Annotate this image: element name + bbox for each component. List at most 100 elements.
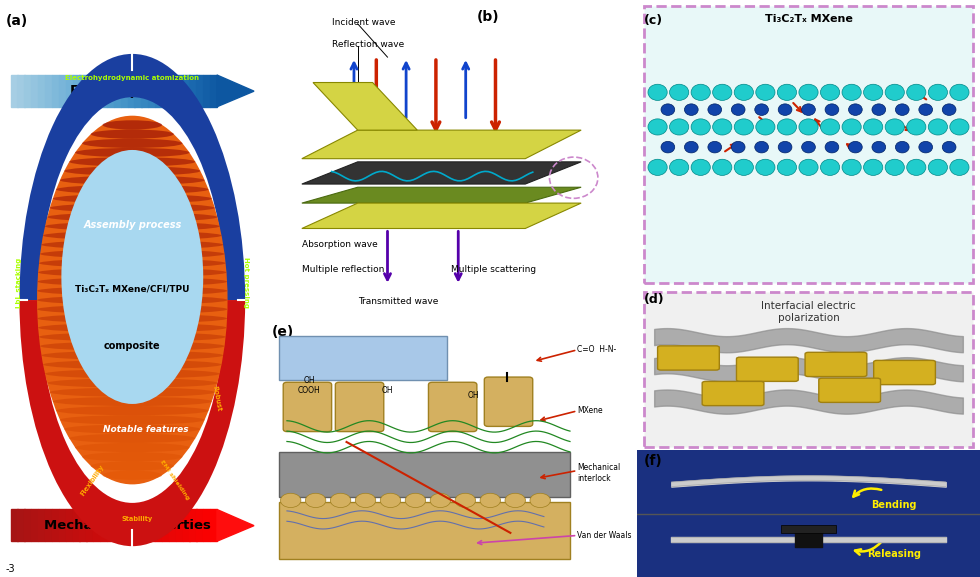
Circle shape (928, 159, 948, 175)
Text: LbL stacking: LbL stacking (16, 257, 22, 308)
Circle shape (756, 159, 775, 175)
Circle shape (885, 84, 905, 100)
Circle shape (872, 141, 886, 153)
Text: Electrohydrodynamic atomization: Electrohydrodynamic atomization (66, 75, 199, 81)
Bar (203, 75, 211, 107)
Bar (196, 75, 204, 107)
Bar (114, 75, 121, 107)
Circle shape (906, 84, 926, 100)
Ellipse shape (37, 305, 227, 314)
Circle shape (849, 104, 862, 115)
Circle shape (842, 159, 861, 175)
Circle shape (919, 104, 933, 115)
Text: Incident wave: Incident wave (331, 18, 395, 27)
Bar (169, 509, 176, 541)
FancyBboxPatch shape (484, 377, 533, 426)
Text: Robust: Robust (212, 385, 222, 411)
Polygon shape (302, 203, 581, 228)
Text: composite: composite (104, 341, 161, 351)
Text: OH: OH (381, 385, 393, 395)
Polygon shape (217, 75, 254, 107)
Circle shape (669, 84, 689, 100)
Circle shape (919, 141, 933, 153)
Ellipse shape (43, 360, 221, 369)
Bar (59, 509, 66, 541)
Bar (175, 509, 183, 541)
Circle shape (778, 141, 792, 153)
Ellipse shape (56, 185, 209, 194)
Bar (121, 509, 127, 541)
Circle shape (842, 84, 861, 100)
Text: (e): (e) (272, 325, 294, 339)
Bar (148, 509, 155, 541)
Circle shape (777, 119, 797, 135)
Text: COOH: COOH (298, 385, 320, 395)
Bar (31, 509, 38, 541)
Circle shape (708, 104, 721, 115)
Text: EMI shielding: EMI shielding (159, 459, 190, 501)
Circle shape (872, 104, 886, 115)
FancyBboxPatch shape (644, 292, 973, 447)
Ellipse shape (75, 443, 189, 452)
Bar (79, 509, 86, 541)
Text: (a): (a) (5, 14, 27, 28)
Bar (141, 75, 148, 107)
Bar (52, 509, 59, 541)
Ellipse shape (82, 138, 182, 148)
Circle shape (825, 141, 839, 153)
Circle shape (661, 141, 674, 153)
Bar (79, 75, 86, 107)
Ellipse shape (53, 194, 212, 203)
Ellipse shape (91, 462, 173, 471)
Polygon shape (302, 187, 581, 203)
Bar (189, 75, 197, 107)
Bar (134, 75, 141, 107)
Bar (162, 75, 170, 107)
Bar (182, 509, 190, 541)
Text: Interfacial electric
polarization: Interfacial electric polarization (761, 301, 856, 323)
Ellipse shape (45, 222, 220, 231)
Wedge shape (20, 54, 245, 300)
FancyBboxPatch shape (644, 6, 973, 283)
Circle shape (734, 84, 754, 100)
Circle shape (708, 141, 721, 153)
Circle shape (950, 159, 969, 175)
Circle shape (906, 159, 926, 175)
Circle shape (755, 141, 768, 153)
Text: Ti₃C₂Tₓ MXene/CFI/TPU: Ti₃C₂Tₓ MXene/CFI/TPU (75, 284, 189, 293)
Ellipse shape (56, 406, 209, 415)
Ellipse shape (405, 493, 425, 508)
Circle shape (820, 119, 840, 135)
Circle shape (648, 84, 667, 100)
Text: Releasing: Releasing (867, 549, 921, 559)
Circle shape (669, 119, 689, 135)
Bar (210, 75, 218, 107)
Text: (b): (b) (477, 10, 500, 24)
FancyBboxPatch shape (702, 381, 764, 406)
Text: Assembly process: Assembly process (83, 220, 181, 230)
Circle shape (799, 159, 818, 175)
Bar (59, 75, 66, 107)
Text: (d): (d) (644, 293, 664, 306)
Bar (175, 75, 183, 107)
Circle shape (950, 119, 969, 135)
Bar (196, 509, 204, 541)
Circle shape (820, 84, 840, 100)
Bar (73, 75, 79, 107)
Bar (100, 75, 107, 107)
Ellipse shape (40, 249, 224, 258)
Circle shape (777, 159, 797, 175)
Ellipse shape (38, 268, 226, 277)
Text: Mechanical
interlock: Mechanical interlock (577, 463, 620, 483)
Bar (107, 75, 114, 107)
Circle shape (943, 141, 956, 153)
FancyBboxPatch shape (428, 382, 477, 432)
Circle shape (825, 104, 839, 115)
Bar (127, 75, 134, 107)
Circle shape (756, 119, 775, 135)
Ellipse shape (38, 323, 226, 332)
Text: OH: OH (467, 391, 479, 400)
Bar (279, 501, 570, 559)
Ellipse shape (356, 493, 375, 508)
Bar (114, 509, 121, 541)
